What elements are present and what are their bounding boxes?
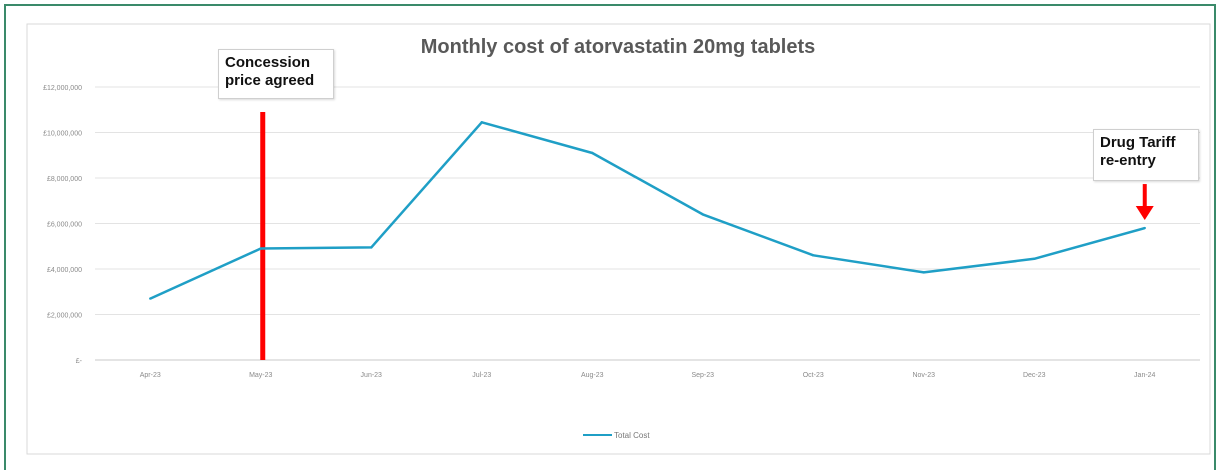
x-axis-tick-labels: Apr-23 May-23 Jun-23 Jul-23 Aug-23 Sep-23 Oct-… — [140, 372, 1156, 379]
x-tick-label: May-23 — [249, 372, 272, 379]
x-tick-label: Dec-23 — [1023, 372, 1046, 379]
callout-concession-line-2: price agreed — [225, 72, 315, 89]
callout-concession-line-1: Concession — [225, 54, 311, 71]
y-tick-label: £10,000,000 — [43, 131, 82, 138]
y-axis-tick-labels: £- £2,000,000 £4,000,000 £6,000,000 £8,000,0… — [43, 85, 83, 365]
legend: Total Cost — [583, 431, 650, 440]
callout-drug-tariff: Drug Tariff re-entry — [1093, 129, 1199, 181]
annotation-markers — [260, 112, 1154, 360]
data-point — [259, 247, 262, 250]
data-point — [149, 297, 152, 300]
data-point — [591, 151, 594, 155]
data-point — [812, 254, 815, 257]
x-tick-label: Apr-23 — [140, 372, 161, 379]
x-tick-label: Aug-23 — [581, 372, 604, 379]
data-point — [480, 121, 483, 124]
x-tick-label: Jun-23 — [361, 372, 383, 379]
data-point — [1143, 226, 1146, 230]
y-tick-label: £8,000,000 — [47, 176, 82, 183]
series-lines — [149, 121, 1146, 300]
y-tick-label: £12,000,000 — [43, 85, 82, 92]
chart-area — [26, 23, 1211, 455]
series-line-total-cost — [149, 121, 1146, 300]
data-point — [1033, 257, 1036, 260]
data-point — [922, 271, 925, 274]
y-tick-label: £2,000,000 — [47, 313, 82, 320]
x-tick-label: Oct-23 — [803, 372, 824, 379]
y-tick-label: £4,000,000 — [47, 267, 82, 274]
drug-tariff-arrow-head — [1135, 206, 1154, 221]
x-tick-label: Jan-24 — [1134, 372, 1156, 379]
legend-label: Total Cost — [614, 431, 650, 440]
y-tick-label: £6,000,000 — [47, 222, 82, 229]
figure-frame — [4, 4, 1216, 470]
data-point — [701, 213, 704, 216]
data-point — [370, 246, 373, 249]
gridlines — [95, 86, 1200, 361]
x-tick-label: Nov-23 — [912, 372, 935, 379]
callout-drug-tariff-line-1: Drug Tariff — [1100, 134, 1176, 151]
callout-concession: Concession price agreed — [218, 49, 334, 99]
callout-drug-tariff-line-2: re-entry — [1100, 152, 1156, 169]
x-tick-label: Sep-23 — [691, 372, 714, 379]
y-tick-label: £- — [76, 358, 83, 365]
x-tick-label: Jul-23 — [472, 372, 491, 379]
chart-title: Monthly cost of atorvastatin 20mg tablet… — [421, 36, 816, 58]
